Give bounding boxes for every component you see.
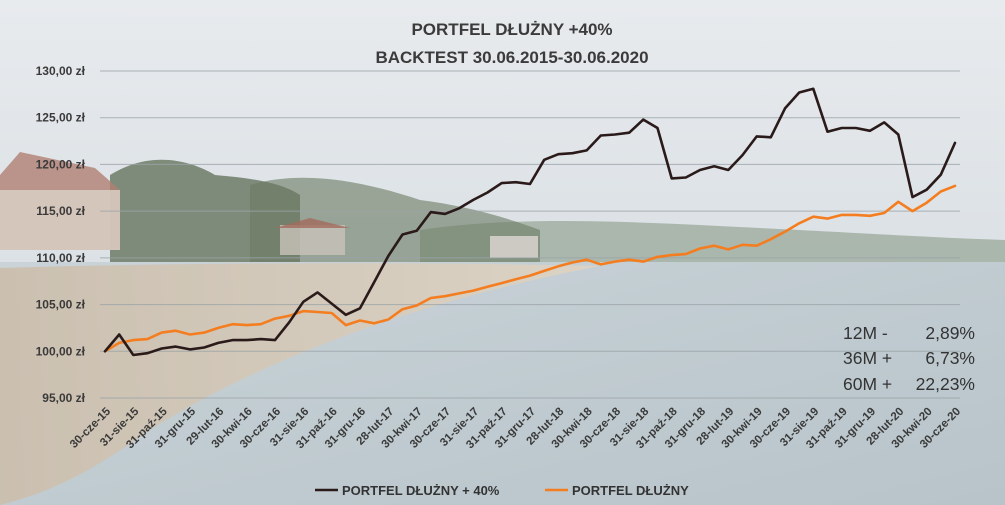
stat-60m-label: 60M + [843,374,892,394]
stat-36m-value: 6,73% [925,348,975,368]
y-tick-label: 125,00 zł [36,111,86,125]
y-tick-label: 105,00 zł [36,298,86,312]
stat-60m-value: 22,23% [916,374,975,394]
y-tick-label: 115,00 zł [36,204,85,218]
y-tick-label: 110,00 zł [36,251,85,265]
chart-title: PORTFEL DŁUŻNY +40% [411,20,612,39]
stats-box: 12M - 2,89% 36M + 6,73% 60M + 22,23% [843,323,975,394]
legend: PORTFEL DŁUŻNY + 40% PORTFEL DŁUŻNY [315,483,689,498]
stat-12m-value: 2,89% [925,323,975,343]
y-tick-label: 130,00 zł [36,64,86,78]
gridlines [100,70,960,399]
legend-label-portfel-40: PORTFEL DŁUŻNY + 40% [342,483,500,498]
chart-subtitle: BACKTEST 30.06.2015-30.06.2020 [375,48,648,67]
stat-12m-label: 12M - [843,323,888,343]
stat-36m-label: 36M + [843,348,892,368]
y-tick-label: 100,00 zł [36,344,86,358]
series-line-1 [103,184,957,353]
series-lines [103,87,957,357]
series-line-0 [103,87,957,357]
legend-label-portfel: PORTFEL DŁUŻNY [572,483,689,498]
y-tick-label: 95,00 zł [42,391,85,405]
y-tick-label: 120,00 zł [36,157,86,171]
y-axis-ticks: 95,00 zł 100,00 zł 105,00 zł 110,00 zł 115,0… [36,64,86,405]
